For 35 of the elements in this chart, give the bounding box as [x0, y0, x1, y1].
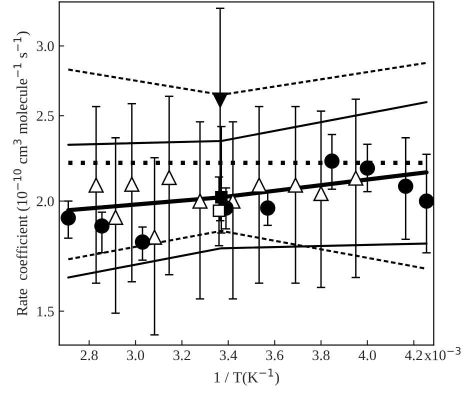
point	[134, 234, 150, 250]
y-tick-label: 1.5	[37, 306, 54, 316]
point	[288, 178, 304, 193]
point	[212, 92, 228, 108]
x-axis-title: 1 / T(K$^{−1}$)	[214, 368, 279, 386]
y-tick-label: 3.0	[36, 41, 54, 52]
y-tick-label: 2.5	[36, 111, 54, 121]
x-tick-label: 3.6	[266, 350, 284, 360]
x-tick-label: 4.0	[358, 350, 376, 360]
point	[162, 170, 177, 186]
point	[108, 210, 124, 225]
point	[215, 191, 228, 204]
point	[324, 154, 340, 169]
x-tick-label: 2.8	[80, 350, 98, 360]
point	[60, 210, 76, 226]
point	[192, 193, 208, 209]
point	[348, 170, 364, 186]
point	[360, 160, 376, 176]
point	[398, 178, 414, 194]
point	[251, 178, 267, 193]
text: Rate coefficient (10$^{−10}$ cm$^{3}$ molecule$^{−1}$ s$^{−1}$)	[13, 32, 30, 316]
x-tick-label: 3.8	[312, 350, 330, 360]
x-tick-label: 3.4	[220, 350, 238, 360]
point	[94, 218, 110, 234]
point	[88, 178, 104, 193]
text: x10$^{−3}$	[424, 346, 461, 360]
y-tick-label: 2.0	[36, 196, 54, 206]
point	[313, 186, 329, 202]
point	[212, 204, 226, 218]
x-tick-label: 3.0	[127, 350, 144, 360]
point	[260, 200, 276, 216]
x-tick-label: 3.2	[173, 350, 190, 360]
point	[124, 176, 140, 192]
point	[418, 193, 434, 209]
x-tick-label: 4.2	[404, 350, 422, 360]
